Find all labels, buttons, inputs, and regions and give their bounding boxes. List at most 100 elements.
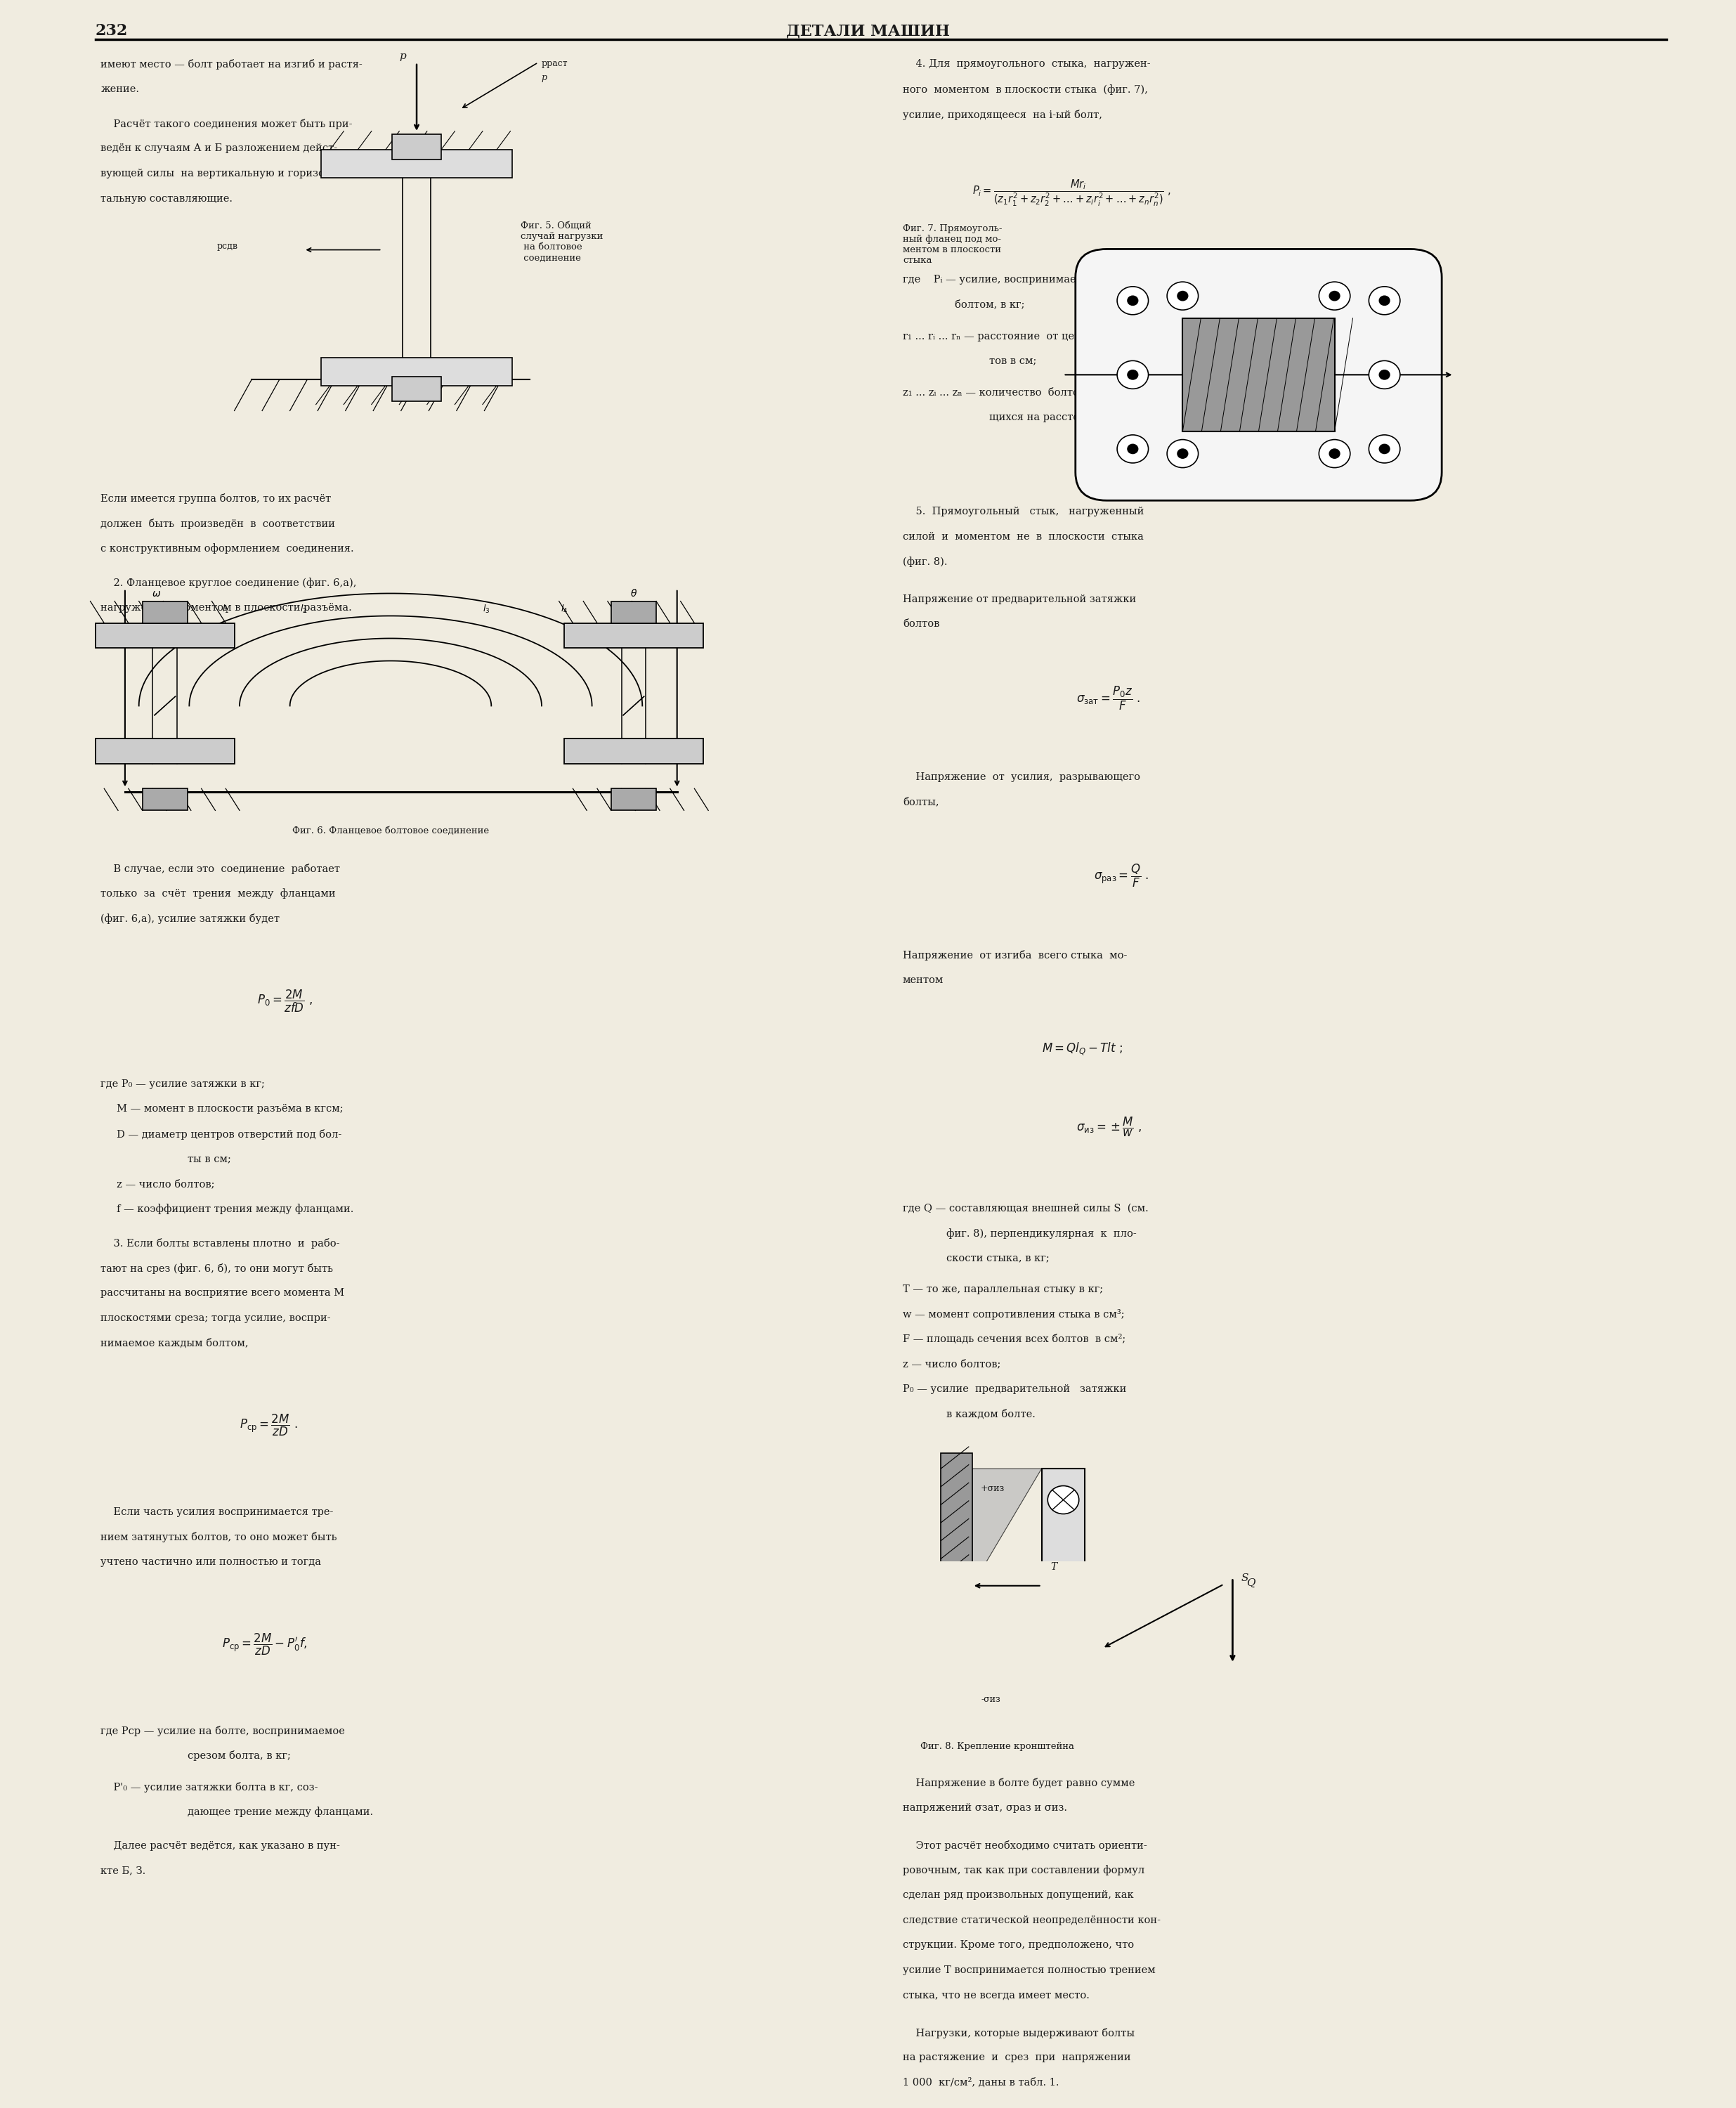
Text: Этот расчёт необходимо считать ориенти-: Этот расчёт необходимо считать ориенти- (903, 1840, 1147, 1851)
Text: S: S (1241, 1573, 1248, 1583)
Bar (564, 624, 703, 647)
Bar (941, 1452, 972, 1718)
Text: следствие статической неопределённости кон-: следствие статической неопределённости к… (903, 1916, 1161, 1925)
Circle shape (1128, 295, 1139, 306)
Text: силой  и  моментом  не  в  плоскости  стыка: силой и моментом не в плоскости стыка (903, 531, 1144, 542)
Text: усилие, приходящееся  на i-ый болт,: усилие, приходящееся на i-ый болт, (903, 110, 1102, 120)
Text: Напряжение  от изгиба  всего стыка  мо-: Напряжение от изгиба всего стыка мо- (903, 951, 1127, 961)
Text: ведён к случаям А и Б разложением дейст-: ведён к случаям А и Б разложением дейст- (101, 143, 337, 154)
Text: напряжений σзат, σраз и σиз.: напряжений σзат, σраз и σиз. (903, 1802, 1068, 1813)
Polygon shape (1085, 1566, 1241, 1604)
Circle shape (1330, 291, 1340, 301)
Text: плоскостями среза; тогда усилие, воспри-: плоскостями среза; тогда усилие, воспри- (101, 1313, 332, 1324)
Circle shape (1167, 441, 1198, 468)
Text: нием затянутых болтов, то оно может быть: нием затянутых болтов, то оно может быть (101, 1533, 337, 1543)
Text: где    Pᵢ — усилие, воспринимаемое i-ым: где Pᵢ — усилие, воспринимаемое i-ым (903, 274, 1123, 285)
Text: f — коэффициент трения между фланцами.: f — коэффициент трения между фланцами. (101, 1204, 354, 1214)
Text: ты в см;: ты в см; (187, 1153, 231, 1164)
Text: -σиз: -σиз (981, 1695, 1000, 1703)
Text: P₀ — усилие  предварительной   затяжки: P₀ — усилие предварительной затяжки (903, 1385, 1127, 1393)
Bar (564, 738, 703, 763)
Text: 4. Для  прямоугольного  стыка,  нагружен-: 4. Для прямоугольного стыка, нагружен- (903, 59, 1151, 70)
Text: болтом, в кг;: болтом, в кг; (955, 299, 1024, 310)
Text: $P_0 = \dfrac{2M}{zfD}\ ,$: $P_0 = \dfrac{2M}{zfD}\ ,$ (257, 989, 312, 1014)
Text: r₁ ... rᵢ ... rₙ — расстояние  от центра до бол-: r₁ ... rᵢ ... rₙ — расстояние от центра … (903, 331, 1141, 341)
Text: болтов: болтов (903, 620, 939, 628)
Circle shape (1378, 371, 1389, 379)
Text: имеют место — болт работает на изгиб и растя-: имеют место — болт работает на изгиб и р… (101, 59, 363, 70)
Bar (321, 150, 512, 177)
Text: T: T (1050, 1562, 1057, 1573)
Text: T — то же, параллельная стыку в кг;: T — то же, параллельная стыку в кг; (903, 1284, 1102, 1294)
Text: P'₀ — усилие затяжки болта в кг, соз-: P'₀ — усилие затяжки болта в кг, соз- (101, 1781, 318, 1792)
Bar (142, 788, 187, 809)
Bar (95, 738, 234, 763)
Text: тов в см;: тов в см; (990, 356, 1036, 367)
Text: тальную составляющие.: тальную составляющие. (101, 194, 233, 204)
Text: $\sigma_{\text{раз}} = \dfrac{Q}{F}\ .$: $\sigma_{\text{раз}} = \dfrac{Q}{F}\ .$ (1094, 862, 1149, 890)
Text: жение.: жение. (101, 84, 139, 95)
Circle shape (1118, 434, 1149, 464)
Text: $P_{\text{cp}} = \dfrac{2M}{zD} - P_{0}^{\prime} f,$: $P_{\text{cp}} = \dfrac{2M}{zD} - P_{0}^… (222, 1632, 307, 1657)
Bar (95, 624, 234, 647)
Text: Далее расчёт ведётся, как указано в пун-: Далее расчёт ведётся, как указано в пун- (101, 1840, 340, 1851)
Text: pсдв: pсдв (217, 242, 238, 251)
Circle shape (1049, 1573, 1080, 1600)
Text: кте Б, З.: кте Б, З. (101, 1866, 146, 1876)
Text: нимаемое каждым болтом,: нимаемое каждым болтом, (101, 1339, 248, 1349)
Text: усилие T воспринимается полностью трением: усилие T воспринимается полностью трение… (903, 1965, 1156, 1975)
Text: 232: 232 (95, 23, 128, 38)
Text: (фиг. 8).: (фиг. 8). (903, 557, 948, 567)
Circle shape (1319, 441, 1351, 468)
Text: Напряжение от предварительной затяжки: Напряжение от предварительной затяжки (903, 594, 1135, 605)
Bar (321, 358, 512, 386)
Text: z — число болтов;: z — число болтов; (903, 1360, 1000, 1370)
Circle shape (1378, 445, 1389, 453)
Text: дающее трение между фланцами.: дающее трение между фланцами. (187, 1807, 373, 1817)
Circle shape (1319, 282, 1351, 310)
Text: Если часть усилия воспринимается тре-: Если часть усилия воспринимается тре- (101, 1507, 333, 1518)
Circle shape (1378, 295, 1389, 306)
Circle shape (1049, 1486, 1080, 1514)
Text: где P₀ — усилие затяжки в кг;: где P₀ — усилие затяжки в кг; (101, 1079, 266, 1090)
Text: $P_i = \dfrac{Mr_i}{(z_1 r_1^2 + z_2 r_2^2 + \ldots + z_i r_i^2 + \ldots + z_n r: $P_i = \dfrac{Mr_i}{(z_1 r_1^2 + z_2 r_2… (972, 177, 1170, 209)
Text: Расчёт такого соединения может быть при-: Расчёт такого соединения может быть при- (101, 118, 352, 129)
Text: ДЕТАЛИ МАШИН: ДЕТАЛИ МАШИН (786, 23, 950, 38)
Circle shape (1128, 371, 1139, 379)
Circle shape (1118, 360, 1149, 388)
Text: z — число болтов;: z — число болтов; (101, 1178, 215, 1189)
Text: Если имеется группа болтов, то их расчёт: Если имеется группа болтов, то их расчёт (101, 493, 332, 504)
Text: $l_2$: $l_2$ (300, 603, 307, 616)
Text: только  за  счёт  трения  между  фланцами: только за счёт трения между фланцами (101, 887, 335, 898)
Circle shape (1368, 287, 1399, 314)
Text: $\theta$: $\theta$ (630, 588, 637, 599)
Text: щихся на расстояниях r₁...rₙ.: щихся на расстояниях r₁...rₙ. (990, 413, 1146, 422)
Circle shape (1049, 1657, 1080, 1686)
Polygon shape (1042, 1469, 1085, 1703)
Circle shape (1177, 449, 1187, 457)
Text: нагруженное моментом в плоскости разъёма.: нагруженное моментом в плоскости разъёма… (101, 603, 352, 613)
Text: $M = Ql_Q - Tlt\ ;$: $M = Ql_Q - Tlt\ ;$ (1042, 1041, 1123, 1056)
Text: где Q — составляющая внешней силы S  (см.: где Q — составляющая внешней силы S (см. (903, 1204, 1149, 1212)
Circle shape (1128, 445, 1139, 453)
Text: ного  моментом  в плоскости стыка  (фиг. 7),: ного моментом в плоскости стыка (фиг. 7)… (903, 84, 1147, 95)
Text: срезом болта, в кг;: срезом болта, в кг; (187, 1750, 290, 1760)
Text: сделан ряд произвольных допущений, как: сделан ряд произвольных допущений, как (903, 1891, 1134, 1899)
Text: p: p (399, 51, 406, 61)
Text: в каждом болте.: в каждом болте. (946, 1410, 1035, 1419)
Text: Q: Q (1246, 1579, 1255, 1587)
Text: учтено частично или полностью и тогда: учтено частично или полностью и тогда (101, 1558, 321, 1566)
Text: p: p (542, 74, 547, 82)
Text: стыка, что не всегда имеет место.: стыка, что не всегда имеет место. (903, 1990, 1090, 2000)
Text: вующей силы  на вертикальную и горизон-: вующей силы на вертикальную и горизон- (101, 169, 335, 179)
Text: В случае, если это  соединение  работает: В случае, если это соединение работает (101, 864, 340, 875)
Text: ментом: ментом (903, 976, 944, 984)
Bar (142, 601, 187, 624)
Text: z₁ ... zᵢ ... zₙ — количество  болтов,  находя-: z₁ ... zᵢ ... zₙ — количество болтов, на… (903, 388, 1135, 396)
Text: w — момент сопротивления стыка в см³;: w — момент сопротивления стыка в см³; (903, 1309, 1125, 1320)
Text: рраст: рраст (542, 59, 568, 67)
Bar (611, 788, 656, 809)
Circle shape (1118, 287, 1149, 314)
Text: $l_1$: $l_1$ (222, 603, 229, 616)
Text: M — момент в плоскости разъёма в кгсм;: M — момент в плоскости разъёма в кгсм; (101, 1105, 344, 1113)
